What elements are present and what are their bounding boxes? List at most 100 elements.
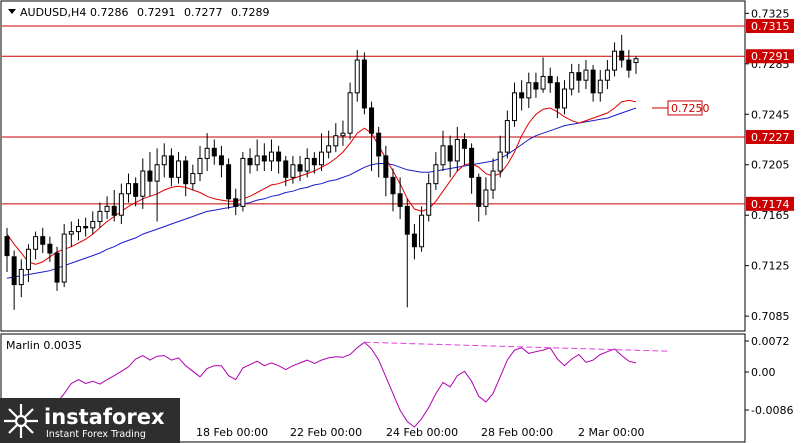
candle-body — [290, 164, 296, 178]
candle-body — [47, 243, 53, 254]
candle — [90, 211, 96, 235]
candle — [118, 183, 124, 225]
candle-body — [161, 155, 167, 166]
candle — [233, 188, 239, 216]
candle-body — [154, 164, 160, 182]
candle — [226, 158, 232, 209]
logo-emblem-icon — [4, 404, 38, 438]
dropdown-triangle-icon[interactable] — [8, 9, 16, 14]
price-panel-frame — [0, 0, 746, 332]
candle — [140, 158, 146, 209]
candle — [261, 143, 267, 172]
candle — [626, 49, 632, 78]
candle — [83, 217, 89, 237]
candle-body — [4, 236, 10, 257]
candle-body — [118, 193, 124, 216]
candle-body — [276, 151, 282, 162]
candle — [390, 168, 396, 212]
candle-body — [369, 107, 375, 134]
instaforex-logo: instaforex Instant Forex Trading — [0, 398, 180, 443]
candle-body — [326, 145, 332, 153]
candle — [211, 139, 217, 165]
candle-body — [140, 170, 146, 197]
candle-body — [319, 151, 324, 166]
level-price-tag-label: 0.7174 — [751, 198, 790, 211]
candle — [383, 145, 389, 197]
candle — [161, 143, 167, 178]
candle — [47, 236, 53, 262]
symbol-label: AUDUSD,H4 — [20, 6, 86, 19]
candle — [433, 152, 439, 190]
candle — [419, 206, 425, 252]
candle-body — [168, 155, 174, 178]
candle-body — [61, 233, 67, 283]
candle — [604, 60, 610, 90]
candle — [304, 148, 310, 178]
price-tick-label: 0.7085 — [751, 310, 790, 323]
candle-body — [340, 132, 346, 137]
candle-body — [447, 145, 453, 162]
candle — [361, 52, 367, 115]
candle — [633, 56, 639, 74]
candle-body — [111, 205, 117, 216]
candle — [197, 145, 203, 182]
candle-body — [133, 183, 139, 197]
indicator-tick-top: 0.0072 — [751, 335, 790, 348]
candle — [490, 158, 496, 199]
candlesticks — [4, 34, 639, 310]
candle — [569, 63, 575, 96]
candle — [33, 231, 39, 260]
candle-body — [18, 268, 24, 286]
candle-body — [604, 69, 610, 81]
candle-body — [583, 69, 589, 81]
candle — [25, 244, 31, 283]
candle — [562, 80, 568, 115]
candle-body — [25, 248, 31, 270]
level-price-tag-label: 0.7227 — [751, 131, 790, 144]
candle — [126, 173, 132, 203]
candle-body — [576, 72, 582, 81]
candle-body — [75, 226, 81, 233]
candle-body — [533, 82, 539, 90]
candle-body — [511, 92, 517, 122]
oscillator-plot — [6, 341, 669, 428]
candle — [519, 80, 525, 111]
candle — [612, 42, 618, 77]
candle-body — [83, 226, 89, 229]
candle-body — [526, 82, 532, 99]
candle — [75, 218, 81, 241]
candle-body — [612, 50, 618, 71]
candle — [440, 130, 446, 172]
price-tick-label: 0.7325 — [751, 7, 790, 20]
candle-body — [268, 151, 274, 162]
candle — [404, 198, 410, 308]
candle — [61, 224, 67, 288]
indicator-name: Marlin 0.0035 — [6, 339, 82, 352]
candle — [4, 227, 10, 272]
time-label-24feb: 24 Feb 00:00 — [386, 426, 458, 439]
logo-tagline: Instant Forex Trading — [46, 429, 146, 440]
candle-body — [383, 155, 389, 178]
logo-brand: instaforex — [44, 405, 165, 429]
candle — [547, 67, 553, 93]
candle-body — [433, 164, 439, 185]
candle — [540, 57, 546, 93]
candle — [111, 189, 117, 222]
candle-body — [97, 210, 103, 223]
candle-body — [461, 139, 467, 149]
candle-body — [376, 132, 382, 157]
candle-body — [619, 50, 625, 61]
candle-body — [68, 231, 74, 235]
time-label-28feb: 28 Feb 00:00 — [481, 426, 553, 439]
candle-body — [497, 151, 503, 172]
close-value: 0.7289 — [231, 6, 270, 19]
divergence-line — [364, 341, 669, 352]
candle-body — [404, 205, 410, 235]
candle-body — [197, 157, 203, 175]
candle — [54, 246, 60, 291]
candle-body — [419, 214, 425, 248]
candle-body — [261, 155, 267, 162]
candle-body — [347, 92, 353, 134]
candle — [168, 148, 174, 187]
oscillator-line — [6, 341, 637, 428]
